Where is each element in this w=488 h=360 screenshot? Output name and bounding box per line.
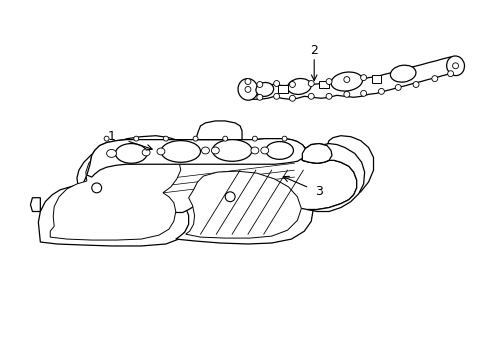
Ellipse shape — [157, 148, 164, 155]
Ellipse shape — [256, 82, 262, 87]
Bar — [319, 81, 328, 89]
Ellipse shape — [389, 65, 415, 82]
Ellipse shape — [252, 136, 257, 141]
Ellipse shape — [134, 136, 139, 141]
Ellipse shape — [394, 85, 400, 90]
Ellipse shape — [256, 94, 262, 100]
Ellipse shape — [289, 82, 295, 87]
Ellipse shape — [250, 147, 258, 154]
Ellipse shape — [142, 149, 150, 156]
Polygon shape — [241, 57, 460, 99]
Ellipse shape — [325, 93, 331, 99]
Ellipse shape — [115, 144, 147, 163]
Ellipse shape — [273, 93, 279, 99]
Ellipse shape — [287, 78, 310, 94]
Polygon shape — [302, 144, 331, 163]
Polygon shape — [302, 144, 364, 212]
Ellipse shape — [255, 82, 273, 96]
Ellipse shape — [161, 141, 200, 162]
Ellipse shape — [193, 136, 198, 141]
Ellipse shape — [223, 136, 227, 141]
Ellipse shape — [282, 136, 286, 141]
Ellipse shape — [104, 136, 109, 141]
Ellipse shape — [273, 81, 279, 86]
Bar — [371, 75, 381, 82]
Ellipse shape — [378, 89, 384, 94]
Polygon shape — [87, 139, 305, 177]
Ellipse shape — [452, 63, 458, 69]
Ellipse shape — [360, 90, 366, 96]
Ellipse shape — [92, 183, 102, 193]
Text: 3: 3 — [315, 185, 323, 198]
Ellipse shape — [289, 95, 295, 101]
Ellipse shape — [325, 78, 331, 85]
Ellipse shape — [201, 147, 209, 154]
Text: 1: 1 — [107, 130, 115, 143]
Polygon shape — [175, 163, 313, 244]
Ellipse shape — [244, 86, 250, 93]
Polygon shape — [50, 141, 181, 240]
Ellipse shape — [307, 93, 314, 99]
Polygon shape — [326, 136, 373, 200]
Ellipse shape — [211, 147, 219, 154]
Ellipse shape — [225, 192, 235, 202]
Bar — [277, 85, 287, 93]
Ellipse shape — [265, 141, 293, 159]
Polygon shape — [185, 171, 301, 238]
Polygon shape — [30, 198, 41, 212]
Ellipse shape — [106, 149, 116, 157]
Ellipse shape — [307, 81, 314, 86]
Ellipse shape — [360, 75, 366, 81]
Ellipse shape — [212, 140, 251, 161]
Polygon shape — [81, 139, 356, 213]
Ellipse shape — [446, 56, 464, 76]
Polygon shape — [195, 121, 242, 140]
Ellipse shape — [343, 77, 349, 82]
Ellipse shape — [163, 136, 168, 141]
Ellipse shape — [431, 76, 437, 82]
Ellipse shape — [244, 78, 250, 85]
Ellipse shape — [260, 147, 268, 154]
Ellipse shape — [238, 78, 257, 100]
Ellipse shape — [447, 71, 453, 77]
Ellipse shape — [412, 82, 418, 87]
Ellipse shape — [330, 72, 362, 91]
Text: 2: 2 — [309, 44, 318, 57]
Ellipse shape — [343, 91, 349, 97]
Polygon shape — [38, 136, 195, 246]
